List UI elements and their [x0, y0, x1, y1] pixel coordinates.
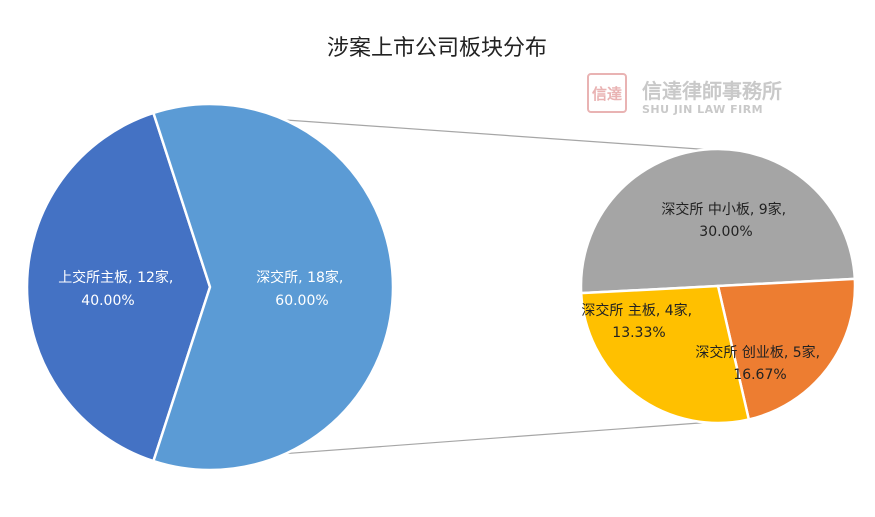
secondary-pie-slice-1: [716, 277, 857, 421]
main-pie: [25, 102, 395, 472]
data-label-main-shanghai: 上交所主板, 12家, 40.00%: [58, 269, 178, 309]
secondary-pie-slice-0: [579, 148, 857, 295]
data-label-chinext: 深交所 创业板, 5家, 16.67%: [695, 344, 824, 383]
chart-title: 涉案上市公司板块分布: [327, 36, 547, 61]
main-pie-slice-1: [152, 102, 395, 472]
secondary-pie: [579, 148, 857, 425]
watermark-name-cn: 信達律師事務所: [642, 79, 782, 103]
data-label-sz-main-board: 深交所 主板, 4家, 13.33%: [581, 302, 696, 341]
watermark-seal-icon: [587, 73, 627, 113]
watermark-seal-text: 信達: [592, 85, 622, 103]
data-label-sme-board: 深交所 中小板, 9家, 30.00%: [661, 201, 790, 240]
main-pie-slice-0: [25, 111, 212, 463]
watermark: 信達 信達律師事務所 SHU JIN LAW FIRM: [587, 73, 782, 116]
secondary-pie-slice-2: [579, 284, 751, 425]
watermark-name-en: SHU JIN LAW FIRM: [642, 103, 763, 116]
data-label-main-shenzhen: 深交所, 18家, 60.00%: [256, 269, 348, 309]
